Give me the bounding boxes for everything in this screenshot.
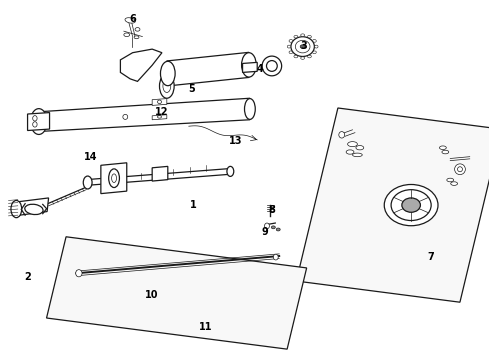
Text: 10: 10 [146,290,159,300]
Ellipse shape [289,40,293,42]
Text: 14: 14 [84,152,98,162]
Ellipse shape [402,198,420,212]
Text: 1: 1 [190,200,197,210]
Ellipse shape [265,223,270,229]
Ellipse shape [30,109,47,134]
Ellipse shape [33,122,37,127]
Ellipse shape [301,34,305,36]
Polygon shape [101,163,127,194]
Ellipse shape [313,51,316,54]
Ellipse shape [339,132,344,138]
Polygon shape [86,168,230,185]
Ellipse shape [83,176,92,189]
Ellipse shape [308,35,311,38]
Ellipse shape [451,182,458,185]
Ellipse shape [273,254,278,260]
Ellipse shape [447,178,454,182]
Polygon shape [152,115,167,120]
Polygon shape [47,237,307,349]
Ellipse shape [384,184,438,226]
Text: 12: 12 [155,107,169,117]
Ellipse shape [276,228,280,231]
Ellipse shape [315,45,318,48]
Polygon shape [37,98,250,132]
Text: 13: 13 [228,136,242,145]
Ellipse shape [294,35,298,38]
Ellipse shape [301,57,305,59]
Text: 3: 3 [300,41,307,50]
Text: 9: 9 [261,227,268,237]
Ellipse shape [135,28,140,31]
Ellipse shape [287,45,291,48]
Ellipse shape [125,18,135,23]
Ellipse shape [124,33,130,37]
Ellipse shape [347,141,357,147]
Text: 4: 4 [256,64,263,74]
Text: 11: 11 [199,322,213,332]
Ellipse shape [295,40,310,53]
Ellipse shape [134,36,139,39]
Ellipse shape [33,116,37,121]
Ellipse shape [245,99,255,120]
Ellipse shape [291,37,315,57]
Polygon shape [296,108,490,302]
Ellipse shape [75,270,82,277]
Ellipse shape [300,45,305,48]
Ellipse shape [442,150,449,154]
Ellipse shape [440,146,446,149]
Ellipse shape [267,60,277,71]
Ellipse shape [313,40,316,42]
Ellipse shape [356,145,364,150]
Ellipse shape [308,55,311,58]
Ellipse shape [352,153,362,157]
Polygon shape [152,99,167,105]
Polygon shape [14,198,49,216]
Ellipse shape [227,166,234,176]
Text: 8: 8 [269,206,275,216]
Ellipse shape [455,164,466,175]
Polygon shape [167,52,249,86]
Ellipse shape [271,226,275,229]
Polygon shape [27,113,49,131]
Polygon shape [121,49,162,81]
Ellipse shape [35,116,43,128]
Text: 7: 7 [427,252,434,262]
Ellipse shape [11,201,22,218]
Ellipse shape [262,56,282,76]
Text: 2: 2 [24,272,31,282]
Ellipse shape [458,167,463,172]
Ellipse shape [112,174,117,183]
Ellipse shape [160,61,175,86]
Polygon shape [243,62,257,72]
Text: 5: 5 [188,84,195,94]
Ellipse shape [294,55,298,58]
Ellipse shape [25,204,43,215]
Ellipse shape [163,80,171,93]
Ellipse shape [289,51,293,54]
Text: 6: 6 [129,14,136,24]
Ellipse shape [346,150,354,154]
Polygon shape [152,166,168,181]
Ellipse shape [242,53,256,77]
Ellipse shape [159,74,174,98]
Ellipse shape [391,190,431,221]
Ellipse shape [109,169,120,188]
